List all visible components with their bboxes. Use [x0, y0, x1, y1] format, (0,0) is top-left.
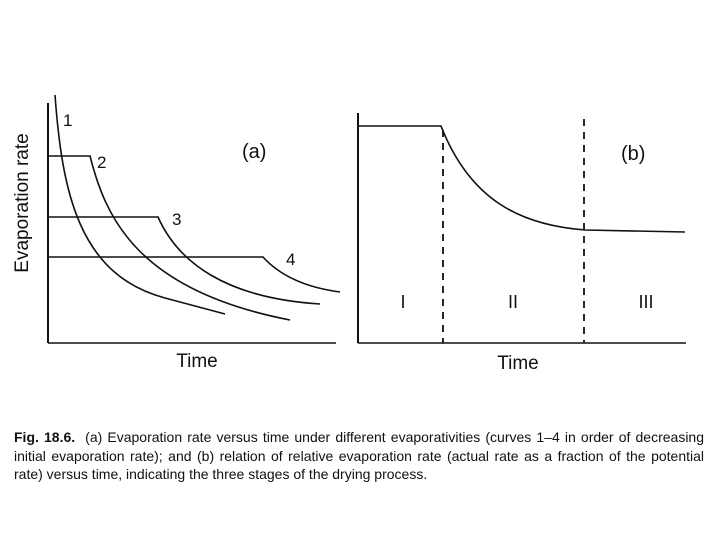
- panel-b: I II III (b) Time: [357, 113, 686, 374]
- figure-caption: Fig. 18.6. (a) Evaporation rate versus ti…: [14, 428, 704, 484]
- panel-a-y-axis-label: Evaporation rate: [12, 133, 33, 272]
- curve-label-2: 2: [97, 153, 106, 172]
- caption-text: (a) Evaporation rate versus time under d…: [14, 429, 705, 482]
- figure: 1 2 3 4 (a) Time Evaporation rate I II I…: [12, 94, 686, 374]
- panel-b-relative-rate-curve: [358, 125, 686, 233]
- panel-a-curve-1: [54, 94, 226, 315]
- curve-label-3: 3: [172, 210, 181, 229]
- stage-label-1: I: [400, 292, 405, 312]
- panel-a: 1 2 3 4 (a) Time Evaporation rate: [12, 94, 341, 372]
- panel-a-label: (a): [242, 141, 266, 163]
- panel-a-curve-4: [48, 256, 341, 293]
- stage-label-2: II: [508, 292, 518, 312]
- panel-a-x-axis-label: Time: [176, 351, 218, 372]
- panel-b-x-axis-label: Time: [497, 353, 539, 374]
- curve-label-4: 4: [286, 250, 295, 269]
- stage-label-3: III: [638, 292, 653, 312]
- panel-a-curve-3: [48, 216, 321, 305]
- figure-number: Fig. 18.6.: [14, 429, 76, 445]
- panel-a-curve-2: [48, 155, 291, 321]
- panel-b-label: (b): [621, 143, 645, 165]
- curve-label-1: 1: [63, 111, 72, 130]
